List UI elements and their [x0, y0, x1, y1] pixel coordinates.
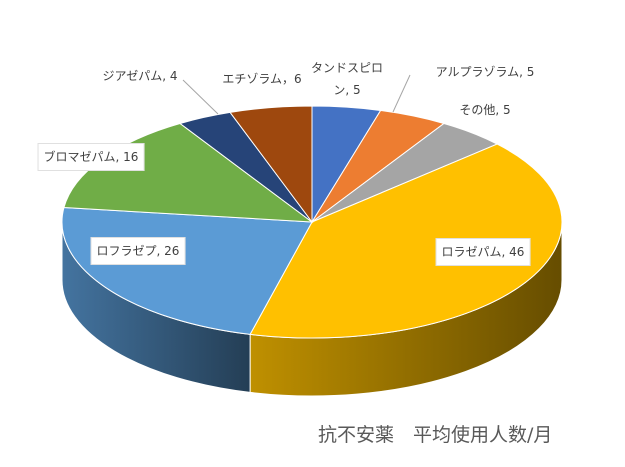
- data-label: アルプラゾラム, 5: [435, 65, 535, 79]
- leader-line: [392, 74, 411, 113]
- data-label: ロフラゼプ, 26: [90, 237, 186, 265]
- leader-line: [182, 79, 219, 115]
- data-label: ロラゼパム, 46: [435, 238, 531, 266]
- slice: [249, 143, 563, 339]
- data-label: ブロマゼパム, 16: [37, 143, 145, 171]
- data-label: ジアゼパム, 4: [102, 69, 178, 83]
- data-label: その他, 5: [459, 103, 511, 117]
- slice: [229, 105, 313, 224]
- data-label: タンドスピロン, 5: [310, 61, 383, 97]
- data-label: エチゾラム，6: [222, 72, 302, 86]
- chart-title: 抗不安薬 平均使用人数/月: [318, 424, 553, 446]
